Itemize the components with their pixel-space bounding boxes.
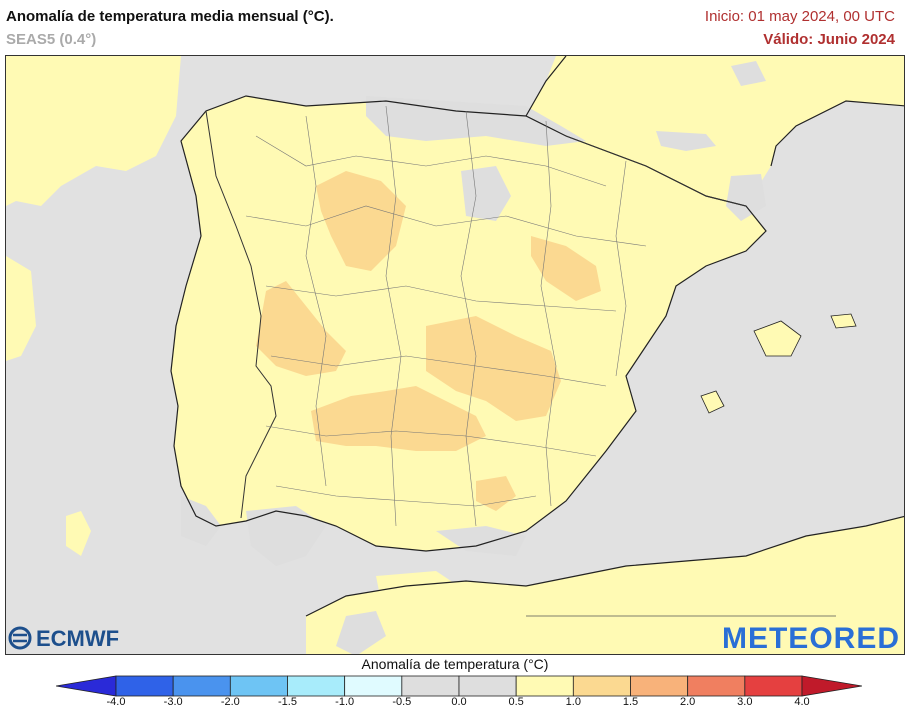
- colorbar-arrow-low: [56, 675, 117, 697]
- andalucia-north-warm-anomaly: [311, 386, 486, 451]
- colorbar-segment: [458, 675, 517, 697]
- model-label: SEAS5 (0.4°): [6, 31, 97, 48]
- colorbar-segment: [344, 675, 403, 697]
- southeast-cool-anomaly: [436, 526, 526, 556]
- colorbar-tick-label: 2.0: [680, 696, 696, 708]
- morocco-cool-anomaly: [336, 611, 386, 654]
- colorbar-tick-label: -2.0: [220, 696, 240, 708]
- atlantic-anomaly-north: [6, 56, 181, 206]
- spain-portugal-border: [205, 110, 277, 519]
- colorbar-title: Anomalía de temperatura (°C): [361, 656, 549, 672]
- gulf-lion-coastline: [770, 100, 904, 167]
- colorbar-segment: [401, 675, 460, 697]
- colorbar-segment: [687, 675, 746, 697]
- france-land: [526, 56, 904, 206]
- alps-cool-anomaly: [731, 61, 766, 86]
- colorbar-tick-label: 0.0: [451, 696, 467, 708]
- castilla-leon-warm-anomaly: [316, 171, 406, 271]
- atlantic-anomaly-patch: [66, 511, 91, 556]
- ibiza-island: [700, 390, 725, 414]
- menorca-island: [830, 313, 857, 329]
- ecmwf-logo-text: ECMWF: [36, 626, 120, 651]
- alboran-anomaly: [376, 571, 466, 621]
- algarve-cool-anomaly: [181, 496, 221, 546]
- meteored-logo: METEORED: [721, 622, 900, 655]
- colorbar-segment: [515, 675, 574, 697]
- colorbar-tick-label: -4.0: [106, 696, 126, 708]
- north-africa-land: [306, 516, 904, 654]
- iberian-range-cool-anomaly: [461, 166, 511, 221]
- colorbar-tick-label: 0.5: [508, 696, 524, 708]
- colorbar-segment: [287, 675, 346, 697]
- spain-france-border: [565, 135, 747, 207]
- iberia-coastline: [170, 95, 767, 552]
- mallorca-island: [753, 320, 802, 357]
- pyrenees-cool-anomaly: [656, 131, 716, 151]
- gulf-cadiz-cool-anomaly: [246, 506, 326, 566]
- colorbar-segment: [630, 675, 689, 697]
- atlantic-anomaly-west: [6, 256, 36, 361]
- aragon-warm-anomaly: [531, 236, 601, 301]
- colorbar-segment: [744, 675, 803, 697]
- colorbar-segment: [172, 675, 231, 697]
- map-title: Anomalía de temperatura media mensual (°…: [6, 8, 334, 25]
- colorbar-tick-label: 1.0: [565, 696, 581, 708]
- colorbar-tick-label: -1.0: [335, 696, 355, 708]
- cantabrian-cool-anomaly: [366, 96, 586, 146]
- colorbar-segment: [572, 675, 631, 697]
- map-canvas: [6, 56, 904, 654]
- ecmwf-logo: ECMWF: [8, 626, 119, 652]
- murcia-warm-anomaly: [476, 476, 516, 511]
- africa-coastline: [305, 515, 904, 617]
- colorbar-segment: [229, 675, 288, 697]
- colorbar-tick-label: -3.0: [163, 696, 183, 708]
- anomaly-map: [5, 55, 905, 655]
- colorbar-tick-label: -0.5: [392, 696, 412, 708]
- colorbar: [56, 675, 862, 697]
- colorbar-tick-label: 4.0: [794, 696, 810, 708]
- colorbar-tick-label: -1.5: [278, 696, 297, 708]
- colorbar-tick-label: 3.0: [737, 696, 753, 708]
- province-borders: [245, 105, 647, 527]
- ecmwf-logo-icon: [8, 626, 32, 650]
- colorbar-arrow-high: [801, 675, 862, 697]
- catalonia-cool-anomaly: [726, 174, 766, 221]
- france-coastline: [525, 56, 567, 117]
- colorbar-tick-label: 1.5: [622, 696, 639, 708]
- colorbar-segment: [115, 675, 174, 697]
- valid-period: Válido: Junio 2024: [763, 31, 895, 48]
- init-date: Inicio: 01 may 2024, 00 UTC: [704, 8, 895, 25]
